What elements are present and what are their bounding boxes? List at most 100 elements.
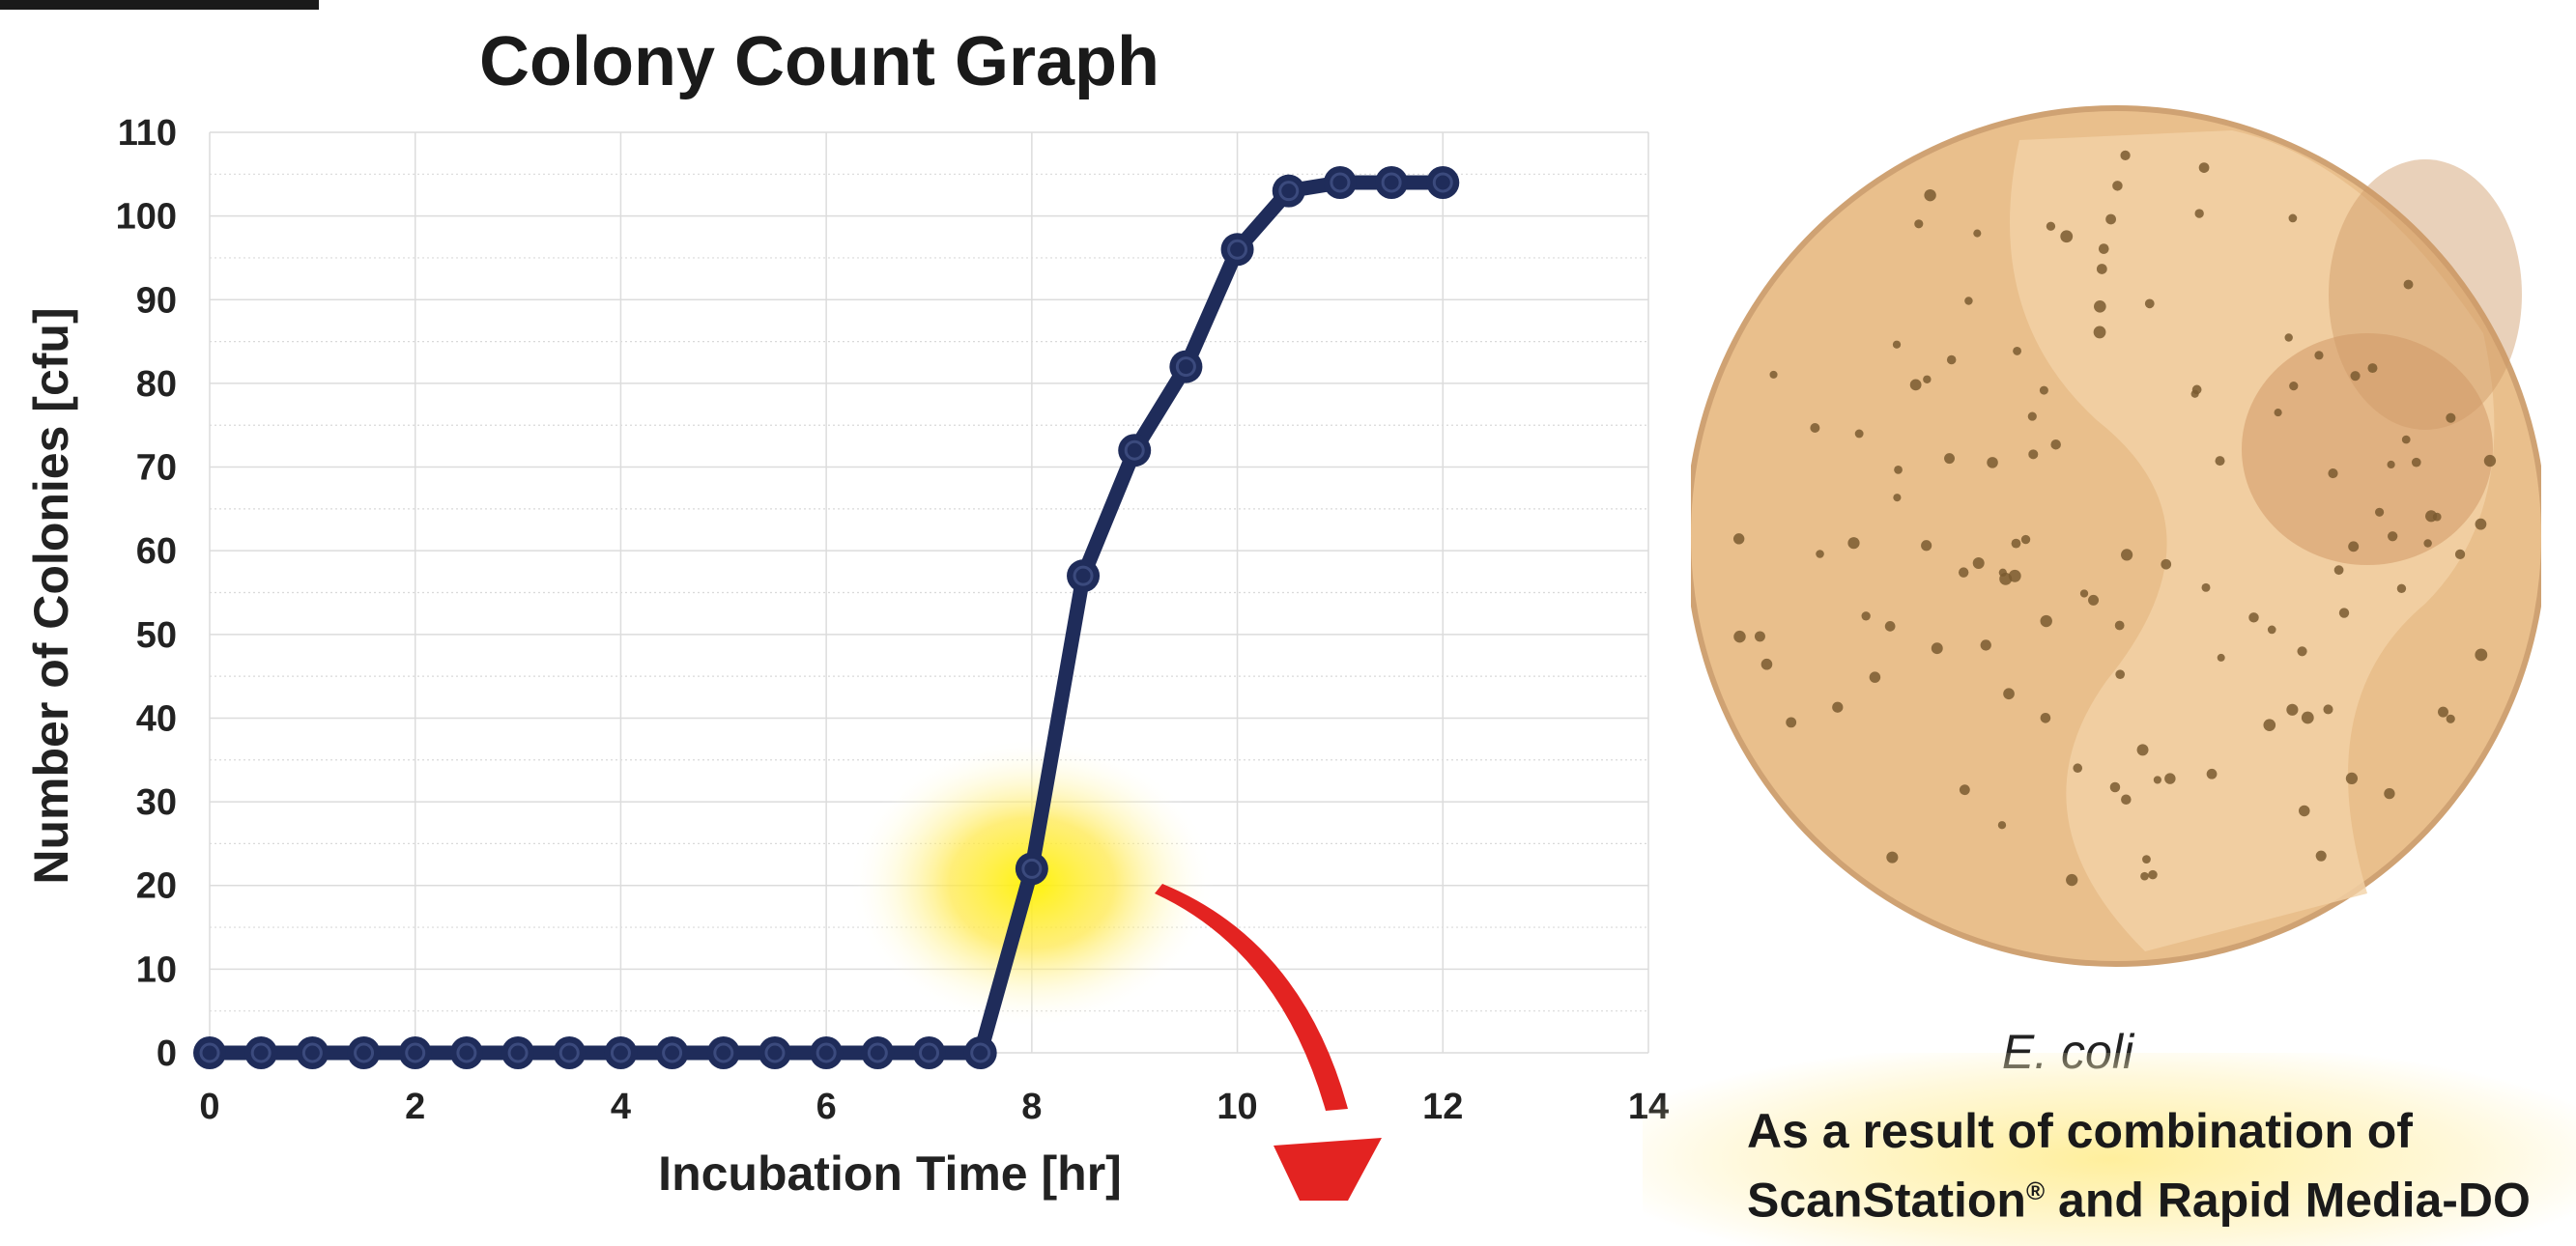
colony-dot <box>2088 594 2100 606</box>
data-point-ring <box>1278 181 1300 202</box>
colony-dot <box>2191 384 2202 395</box>
data-point <box>1272 174 1305 208</box>
colony-dot <box>2020 534 2031 545</box>
colony-dot <box>2008 569 2021 582</box>
colony-dot <box>2348 541 2360 552</box>
data-point <box>501 1036 535 1069</box>
data-point-ring <box>507 1042 529 1063</box>
y-tick-label: 90 <box>136 280 177 321</box>
colony-dot <box>2153 776 2161 784</box>
data-point-ring <box>1432 172 1453 193</box>
data-point-ring <box>1175 356 1196 378</box>
colony-dot <box>1816 550 1824 558</box>
colony-dot <box>2288 213 2298 223</box>
data-point-ring <box>867 1042 888 1063</box>
x-axis-ticks: 02468101214 <box>199 1087 1669 1127</box>
data-point <box>1067 559 1101 593</box>
plate-dark-region <box>2242 333 2493 565</box>
data-point <box>296 1036 329 1069</box>
colony-dot <box>1964 297 1973 305</box>
colony-dot <box>2299 805 2310 817</box>
registered-mark: ® <box>2025 1176 2046 1205</box>
colony-dot <box>2328 467 2338 479</box>
red-curved-arrow-icon <box>1155 884 1382 1201</box>
colony-dot <box>1997 821 2007 830</box>
colony-dot <box>2248 612 2259 623</box>
data-point-ring <box>1021 858 1043 879</box>
colony-dot <box>2121 794 2132 806</box>
data-point-ring <box>301 1042 323 1063</box>
colony-dot <box>2438 706 2448 718</box>
colony-dot <box>2423 539 2432 548</box>
chart-title: Colony Count Graph <box>479 23 1159 100</box>
result-line-1: As a result of combination of <box>1747 1104 2413 1158</box>
y-tick-label: 50 <box>136 615 177 656</box>
colony-dot <box>1973 229 1982 238</box>
colony-dot <box>2475 518 2487 530</box>
colony-dot <box>2060 230 2074 243</box>
colony-dot <box>2073 763 2083 774</box>
plate-shade-region <box>2329 159 2522 430</box>
colony-dot <box>2094 299 2106 313</box>
arrow-head <box>1274 1138 1382 1201</box>
colony-dot <box>1972 557 1985 569</box>
colony-dot <box>2297 646 2307 657</box>
colony-dot <box>2384 787 2395 800</box>
data-point <box>1220 233 1254 267</box>
colony-dot <box>1861 611 1871 621</box>
colony-dot <box>1987 457 1998 468</box>
data-point-ring <box>199 1042 220 1063</box>
x-tick-label: 2 <box>405 1087 425 1127</box>
colony-dot <box>2201 582 2211 592</box>
colony-dot <box>2350 371 2361 382</box>
data-point-ring <box>250 1042 272 1063</box>
colony-dot <box>2039 385 2048 395</box>
colony-dot <box>2079 589 2089 598</box>
top-bracket-decoration <box>0 0 319 10</box>
colony-dot <box>2164 773 2176 784</box>
data-point <box>861 1036 895 1069</box>
colony-dot <box>1810 422 1820 433</box>
colony-dot <box>1893 494 1902 502</box>
y-tick-label: 30 <box>136 782 177 823</box>
colony-dot <box>2046 221 2056 231</box>
colony-dot <box>2401 435 2411 444</box>
colony-dot <box>2109 781 2121 793</box>
data-point <box>1015 852 1048 886</box>
colony-dot <box>1854 429 1864 439</box>
data-point <box>1375 165 1409 199</box>
colony-dot <box>2388 531 2398 542</box>
data-point <box>449 1036 483 1069</box>
data-point-ring <box>1227 239 1248 260</box>
data-point-ring <box>354 1042 375 1063</box>
colony-dot <box>2003 688 2015 700</box>
colony-dot <box>2483 454 2497 467</box>
colony-dot <box>2301 711 2314 724</box>
data-point <box>604 1036 638 1069</box>
data-point <box>963 1036 997 1069</box>
data-point-ring <box>558 1042 580 1063</box>
colony-dot <box>1944 453 1955 465</box>
colony-dot <box>2144 298 2155 309</box>
data-point-ring <box>816 1042 837 1063</box>
y-tick-label: 70 <box>136 448 177 489</box>
colony-count-chart: Colony Count Graph 010203040506070809010… <box>24 23 1669 1201</box>
colony-dot <box>2066 873 2078 887</box>
colony-dot <box>2027 411 2037 421</box>
data-point <box>1118 434 1152 467</box>
data-point <box>1426 165 1460 199</box>
data-point-ring <box>1124 439 1145 461</box>
colony-dot <box>2161 558 2172 570</box>
colony-dot <box>2096 264 2107 274</box>
data-point <box>553 1036 587 1069</box>
colony-dot <box>1754 631 1765 642</box>
colony-dot <box>1832 701 1844 713</box>
x-tick-label: 6 <box>816 1087 837 1127</box>
colony-dot <box>2338 608 2350 618</box>
colony-dot <box>2105 213 2116 225</box>
data-point-ring <box>456 1042 477 1063</box>
colony-dot <box>2315 850 2327 862</box>
colony-dot <box>1892 340 1902 349</box>
data-point <box>655 1036 689 1069</box>
colony-dot <box>2040 713 2051 723</box>
